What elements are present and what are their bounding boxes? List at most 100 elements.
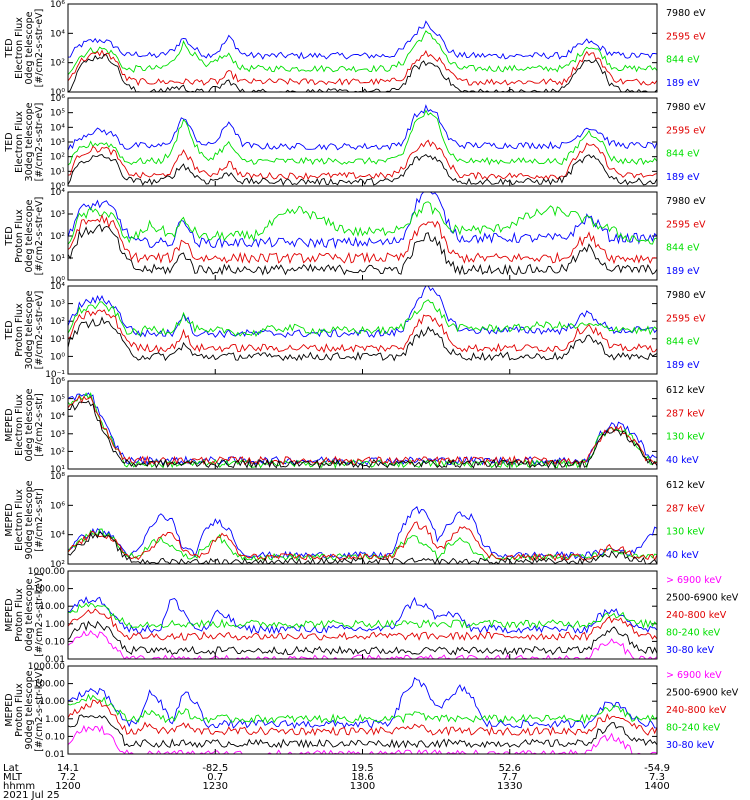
series-line xyxy=(67,316,658,362)
x-tick-label-lat: -54.9 xyxy=(644,763,670,774)
series-line xyxy=(67,54,658,93)
y-tick-label: 10⁶ xyxy=(50,0,65,10)
legend-entry: 844 eV xyxy=(666,55,700,66)
legend-entry: 240-800 keV xyxy=(666,705,727,716)
plot-frame xyxy=(67,570,658,660)
x-tick-label-mlt: 7.2 xyxy=(60,772,76,783)
y-tick-label: 0.01 xyxy=(45,750,65,760)
panel-8: 0.01 0.10 1.00 10.00 100.00 1000.00 MEPED Proto… xyxy=(4,662,739,760)
y-tick-label: 10⁶ xyxy=(50,94,65,104)
y-tick-label: 10¹ xyxy=(50,465,65,475)
x-tick-label-lat: 52.6 xyxy=(499,763,521,774)
y-tick-label: 10² xyxy=(50,153,65,163)
legend-entry: 612 keV xyxy=(666,385,705,396)
series-line xyxy=(67,392,658,470)
y-axis-label: TED xyxy=(4,226,15,246)
y-tick-label: 0.10 xyxy=(45,637,65,647)
y-axis-label: 90deg telescope xyxy=(24,670,35,749)
y-axis-label: MEPED xyxy=(4,503,15,536)
panel-7: 0.01 0.10 1.00 10.00 100.00 1000.00 MEPED Proto… xyxy=(4,567,739,665)
y-axis-label: Proton Flux xyxy=(14,683,25,737)
legend-entry: 2595 eV xyxy=(666,125,706,136)
series-line xyxy=(67,30,658,75)
y-tick-label: 1.00 xyxy=(45,715,65,725)
series-line xyxy=(67,714,658,749)
date-label: 2021 Jul 25 xyxy=(3,790,60,800)
x-tick-label-hhmm: 1330 xyxy=(497,781,522,792)
x-tick-label-mlt: 18.6 xyxy=(351,772,373,783)
y-tick-label: 10⁴ xyxy=(50,123,65,133)
x-axis-row-label-mlt: MLT xyxy=(3,772,23,783)
y-tick-label: 10² xyxy=(50,317,65,327)
y-tick-label: 10² xyxy=(50,232,65,242)
y-tick-label: 1.00 xyxy=(45,620,65,630)
y-tick-label: 10⁻¹ xyxy=(45,370,65,380)
y-axis-label: MEPED xyxy=(4,598,15,631)
y-axis-label: 0deg telescope xyxy=(24,388,35,461)
x-tick-label-hhmm: 1200 xyxy=(55,781,80,792)
series-line xyxy=(67,608,658,642)
y-axis-label: MEPED xyxy=(4,408,15,441)
x-tick-label-mlt: 7.7 xyxy=(502,772,518,783)
series-line xyxy=(67,392,658,466)
y-tick-label: 10³ xyxy=(50,430,65,440)
series-line xyxy=(67,596,658,635)
y-tick-label: 10³ xyxy=(50,138,65,148)
y-tick-label: 10⁰ xyxy=(50,182,65,192)
y-tick-label: 10⁶ xyxy=(50,501,65,511)
y-axis-label: 30deg telescope xyxy=(24,102,35,181)
panel-2: 10⁰ 10¹ 10² 10³ 10⁴ 10⁵ 10⁶ TED Electron Flux 30d… xyxy=(4,94,706,192)
y-tick-label: 10⁴ xyxy=(50,531,65,541)
y-axis-label: Electron Flux xyxy=(14,489,25,551)
y-tick-label: 100.00 xyxy=(34,585,66,595)
y-tick-label: 0.01 xyxy=(45,655,65,665)
y-axis-label: 90deg telescope xyxy=(24,480,35,559)
legend-entry: 844 eV xyxy=(666,149,700,160)
y-tick-label: 10.00 xyxy=(39,697,65,707)
plot-frame xyxy=(67,665,658,755)
legend-entry: 189 eV xyxy=(666,360,700,371)
series-line xyxy=(67,20,658,60)
x-tick-label-lat: -82.5 xyxy=(202,763,228,774)
y-tick-label: 10⁴ xyxy=(50,282,65,292)
series-line xyxy=(67,104,658,151)
x-tick-label-hhmm: 1300 xyxy=(350,781,375,792)
y-axis-label: MEPED xyxy=(4,693,15,726)
legend-entry: 30-80 keV xyxy=(666,740,715,751)
legend-entry: 189 eV xyxy=(666,172,700,183)
legend-entry: > 6900 keV xyxy=(666,670,722,681)
y-axis-label: Proton Flux xyxy=(14,588,25,642)
panel-6: 10² 10⁴ 10⁶ 10⁸ MEPED Electron Flux 90deg tele… xyxy=(4,472,705,570)
y-axis-label: [#/cm2-s-str-keV] xyxy=(34,573,45,657)
y-tick-label: 10² xyxy=(50,59,65,69)
legend-entry: 130 keV xyxy=(666,432,705,443)
legend-entry: 2595 eV xyxy=(666,219,706,230)
series-line xyxy=(67,213,658,265)
y-tick-label: 0.10 xyxy=(45,732,65,742)
y-axis-label: TED xyxy=(4,38,15,58)
y-axis-label: [#/cm2-s-str-eV] xyxy=(34,197,45,276)
series-line xyxy=(67,223,658,276)
x-tick-label-hhmm: 1400 xyxy=(644,781,669,792)
y-tick-label: 10³ xyxy=(50,300,65,310)
y-tick-label: 10² xyxy=(50,560,65,570)
legend-entry: 7980 eV xyxy=(666,196,706,207)
y-tick-label: 10⁴ xyxy=(50,412,65,422)
y-axis-label: Proton Flux xyxy=(14,303,25,357)
series-line xyxy=(67,699,658,737)
x-tick-label-lat: 19.5 xyxy=(351,763,373,774)
y-axis-label: [#/cm2-s-str] xyxy=(34,488,45,551)
panel-4: 10⁻¹ 10⁰ 10¹ 10² 10³ 10⁴ TED Proton Flux 30deg t… xyxy=(4,282,706,380)
series-line xyxy=(67,676,658,729)
legend-entry: 7980 eV xyxy=(666,102,706,113)
series-line xyxy=(67,521,658,562)
legend-entry: 30-80 keV xyxy=(666,645,715,656)
series-line xyxy=(68,400,658,470)
legend-entry: 287 keV xyxy=(666,408,705,419)
y-tick-label: 10¹ xyxy=(50,167,65,177)
y-tick-label: 10⁶ xyxy=(50,377,65,387)
y-axis-label: TED xyxy=(4,132,15,152)
series-line xyxy=(67,531,658,566)
